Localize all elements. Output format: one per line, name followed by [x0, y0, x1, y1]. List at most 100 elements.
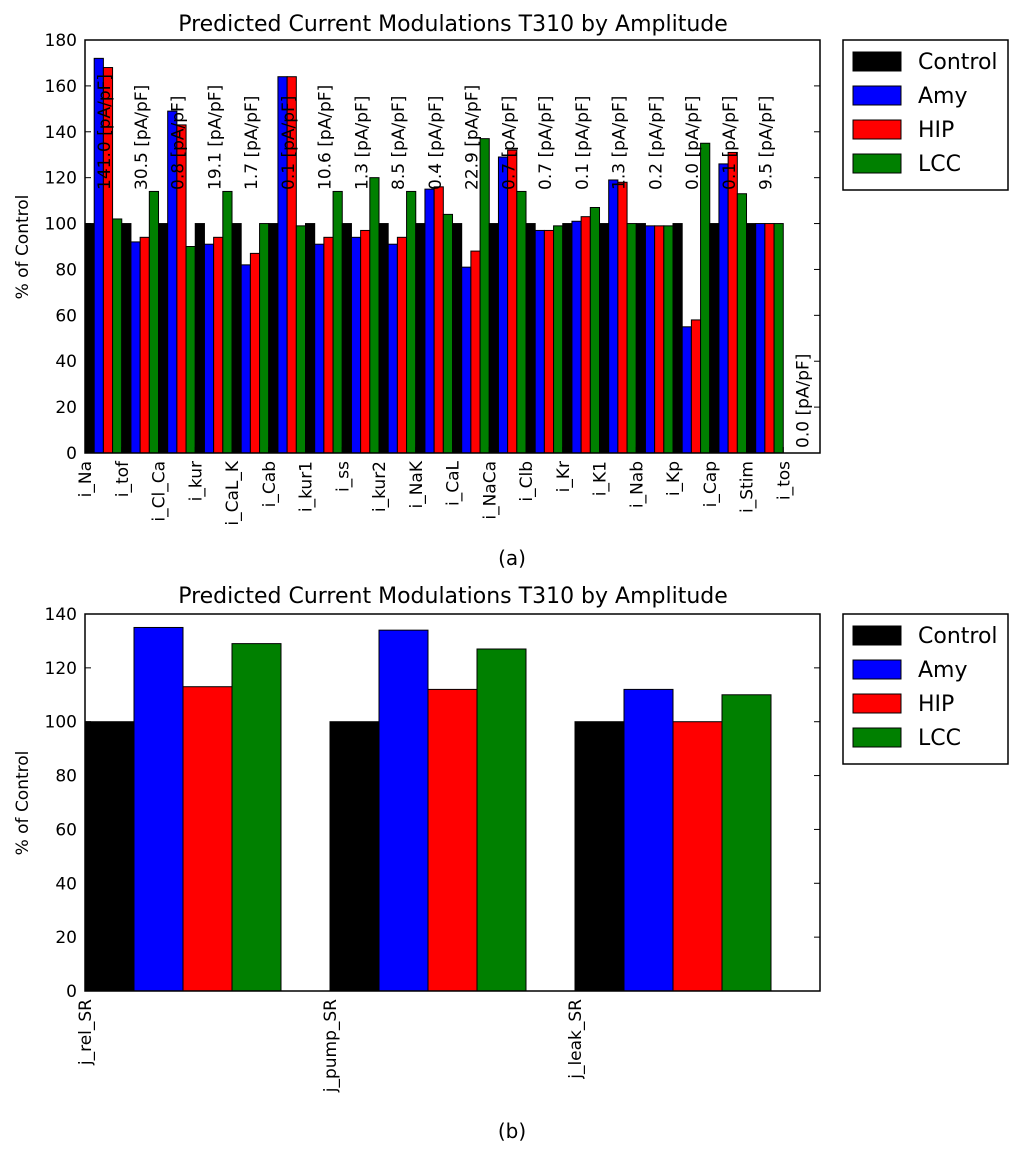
chart-a-legend-label-amy: Amy	[918, 84, 968, 109]
chart-b-category-label: j_leak_SR	[566, 999, 586, 1080]
chart-a-amplitude-label: 0.0 [pA/pF]	[683, 96, 703, 190]
chart-a-category-label: i_kur2	[370, 461, 390, 512]
chart-a-ytick-label: 80	[55, 260, 77, 280]
chart-a-bar-control-i-ss	[341, 223, 352, 454]
chart-a-bar-lcc-i-cl-ca	[185, 246, 196, 454]
chart-a-bar-control-i-cal-k	[231, 223, 242, 454]
chart-a-bar-amy-i-stim	[755, 223, 766, 454]
chart-a-bar-control-i-nak	[415, 223, 426, 454]
chart-a: Predicted Current Modulations T310 by Am…	[13, 12, 1009, 570]
chart-a-legend-swatch-lcc	[852, 153, 902, 174]
chart-a-bar-control-i-cap	[709, 223, 720, 454]
chart-b-legend-label-control: Control	[918, 624, 998, 649]
chart-a-amplitude-label: 1.7 [pA/pF]	[242, 96, 262, 190]
chart-a-category-label: i_Cab	[260, 461, 280, 507]
chart-a-bar-control-i-kur1	[305, 223, 316, 454]
chart-a-bar-amy-i-kp	[681, 326, 692, 454]
chart-b-ytick-label: 60	[55, 820, 77, 840]
chart-a-bar-control-i-kur2	[378, 223, 389, 454]
chart-a-category-label: i_Clb	[517, 461, 537, 502]
chart-b-legend-swatch-amy	[852, 659, 902, 680]
chart-b-ytick-label: 80	[55, 767, 77, 787]
chart-a-amplitude-label: 10.6 [pA/pF]	[316, 85, 336, 190]
chart-a-frame	[84, 39, 821, 454]
chart-a-bar-control-i-kur	[194, 223, 205, 454]
chart-b-bar-lcc-j-rel-sr	[231, 643, 282, 992]
chart-a-ytick-label: 100	[45, 215, 77, 235]
chart-b-ytick-label: 120	[45, 659, 77, 679]
chart-a-category-label: i_Stim	[738, 461, 758, 513]
chart-a-amplitude-label: 1.3 [pA/pF]	[610, 96, 630, 190]
chart-b-ytick-label: 40	[55, 874, 77, 894]
chart-a-amplitude-label: 19.1 [pA/pF]	[205, 85, 225, 190]
chart-b-bar-control-j-rel-sr	[84, 721, 135, 992]
chart-a-category-label: i_kur1	[297, 461, 317, 512]
chart-a-bar-lcc-i-cab	[295, 225, 307, 454]
chart-a-bar-control-i-cl-ca	[158, 223, 169, 454]
chart-a-bar-control-i-nab	[635, 223, 646, 454]
chart-b-bar-hip-j-rel-sr	[182, 686, 233, 992]
chart-a-bar-amy-i-nak	[424, 188, 435, 454]
chart-b-plot: 0 20 40 60 80 100 120 140 j_rel_SR j_pump_SR j_lea…	[45, 605, 820, 1093]
chart-a-bar-amy-i-kur2	[387, 243, 398, 454]
chart-a-bar-hip-i-kur2	[396, 236, 408, 454]
chart-b-legend-swatch-control	[852, 625, 902, 646]
chart-a-ytick-label: 60	[55, 306, 77, 326]
chart-a-category-label: i_Kr	[554, 461, 574, 492]
chart-a-bar-lcc-i-nab	[663, 225, 674, 454]
chart-b-frame	[84, 613, 821, 992]
chart-a-bar-amy-i-kur	[203, 243, 215, 454]
chart-b-bar-amy-j-leak-sr	[623, 688, 674, 992]
chart-b-bar-amy-j-rel-sr	[133, 626, 184, 992]
chart-a-bar-lcc-i-clb	[553, 225, 564, 454]
chart-a-amplitude-label: 0.1 [pA/pF]	[720, 96, 740, 190]
chart-a-bar-lcc-i-stim	[773, 223, 784, 454]
chart-a-ytick-label: 0	[66, 444, 77, 464]
chart-a-legend-label-lcc: LCC	[918, 152, 961, 177]
chart-a-bar-hip-i-cal	[470, 250, 481, 454]
chart-a-legend-swatch-hip	[852, 119, 902, 140]
chart-a-category-label: i_Kp	[664, 461, 684, 496]
chart-a-bar-control-i-kr	[562, 223, 573, 454]
chart-a-category-label: i_NaK	[407, 460, 427, 508]
chart-a-ytick-label: 20	[55, 398, 77, 418]
chart-a-amplitude-label: 30.5 [pA/pF]	[132, 85, 152, 190]
chart-b-caption: (b)	[498, 1119, 526, 1143]
chart-b-bar-lcc-j-pump-sr	[476, 648, 527, 992]
chart-a-bar-lcc-i-k1	[626, 223, 637, 454]
chart-a-legend-label-control: Control	[918, 50, 998, 75]
chart-a-category-label: i_tof	[113, 460, 133, 497]
chart-a-amplitude-label: 0.1 [pA/pF]	[279, 96, 299, 190]
chart-b-legend-label-lcc: LCC	[918, 726, 961, 751]
chart-a-category-label: i_Cl_Ca	[150, 461, 170, 522]
chart-a-ylabel: % of Control	[13, 195, 33, 300]
chart-a-bar-amy-i-cap	[718, 163, 729, 454]
chart-a-bar-hip-i-tof	[139, 236, 150, 454]
chart-a-bar-hip-i-nab	[654, 225, 665, 454]
chart-a-category-label: i_kur	[186, 461, 206, 501]
chart-a-amplitude-label: 8.5 [pA/pF]	[389, 96, 409, 190]
chart-a-bar-amy-i-cal-k	[240, 264, 251, 454]
chart-b-bar-control-j-leak-sr	[574, 721, 625, 992]
chart-a-ytick-label: 40	[55, 352, 77, 372]
chart-a-ytick-label: 140	[45, 123, 77, 143]
chart-a-amplitude-label: 0.7 [pA/pF]	[536, 96, 556, 190]
chart-b-title: Predicted Current Modulations T310 by Am…	[178, 584, 728, 609]
chart-a-category-label: i_NaCa	[480, 461, 500, 520]
chart-a-bar-lcc-i-tof	[148, 190, 160, 454]
chart-a-category-label: i_CaL	[444, 460, 464, 506]
chart-a-bar-control-i-naca	[488, 223, 499, 454]
chart-a-plot: 0 20 40 60 80 100 120 140 160 180 i_Na 141.0 [pA/pF…	[45, 31, 820, 526]
chart-a-bar-control-i-clb	[525, 223, 536, 454]
chart-a-bar-control-i-kp	[672, 223, 683, 454]
chart-b-bar-hip-j-pump-sr	[427, 688, 478, 992]
chart-a-bar-amy-i-kr	[571, 220, 582, 454]
chart-a-amplitude-label: 0.1 [pA/pF]	[573, 96, 593, 190]
chart-b-bar-control-j-pump-sr	[329, 721, 380, 992]
chart-a-ytick-label: 180	[45, 31, 77, 51]
chart-a-legend-swatch-amy	[852, 85, 902, 106]
chart-a-category-label: i_tos	[774, 461, 794, 500]
chart-b-legend-label-amy: Amy	[918, 658, 968, 683]
chart-a-caption: (a)	[498, 546, 526, 570]
chart-a-bar-hip-i-ss	[360, 229, 371, 454]
